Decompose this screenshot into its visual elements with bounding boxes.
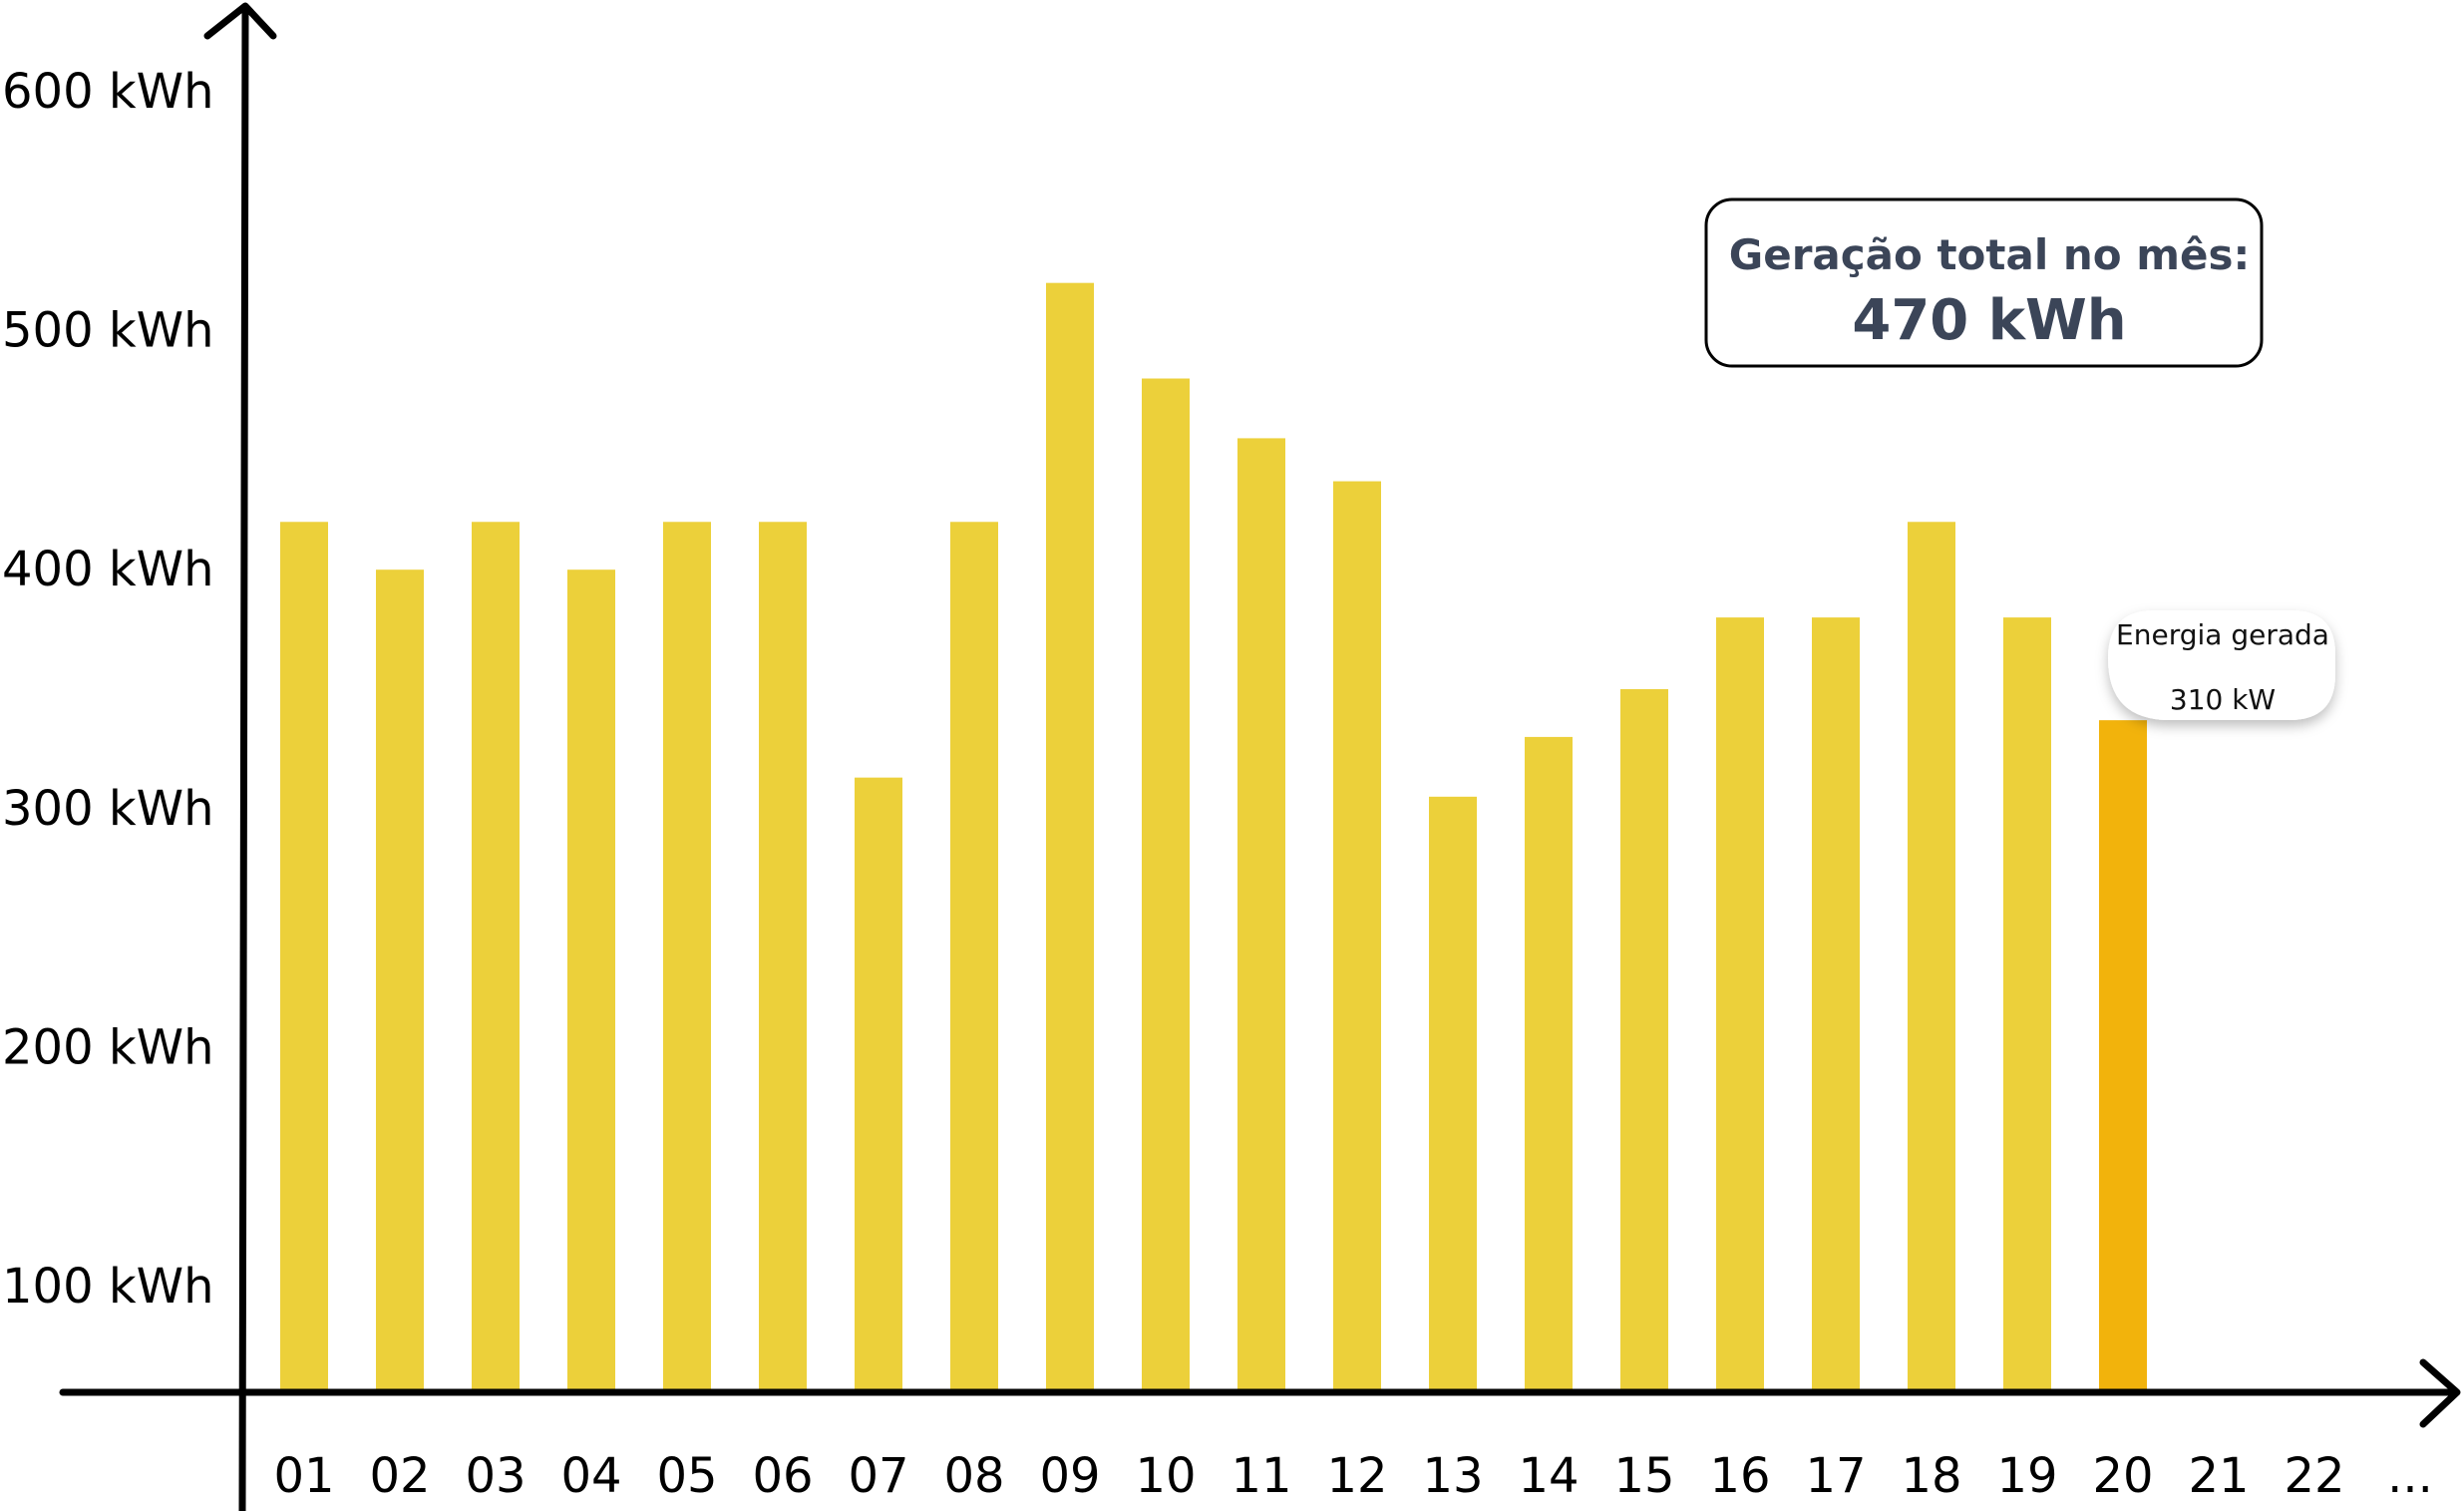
- x-tick-label-16: 16: [1709, 1448, 1770, 1504]
- bars-group: [280, 282, 2147, 1390]
- x-tick-label-03: 03: [465, 1448, 526, 1504]
- y-tick-label-300: 300 kWh: [2, 781, 214, 837]
- x-axis-arrowhead: [2419, 1358, 2461, 1428]
- y-tick-label-500: 500 kWh: [2, 303, 214, 359]
- x-tick-label-09: 09: [1039, 1448, 1100, 1504]
- x-tick-label-01: 01: [273, 1448, 334, 1504]
- x-tick-label-ellipsis: ...: [2387, 1448, 2433, 1504]
- x-tick-label-11: 11: [1231, 1448, 1291, 1504]
- bar-07[interactable]: [855, 777, 902, 1389]
- x-tick-label-20: 20: [2092, 1448, 2153, 1504]
- bar-05[interactable]: [663, 522, 711, 1389]
- x-tick-label-08: 08: [943, 1448, 1004, 1504]
- tooltip-label: Energia gerada: [2116, 618, 2329, 651]
- x-tick-label-14: 14: [1518, 1448, 1579, 1504]
- bar-12[interactable]: [1333, 481, 1381, 1390]
- x-tick-label-19: 19: [1996, 1448, 2057, 1504]
- x-tick-label-07: 07: [848, 1448, 908, 1504]
- axes: [59, 2, 2461, 1511]
- bar-16[interactable]: [1716, 617, 1764, 1389]
- bar-tooltip: Energia gerada 310 kW: [2108, 610, 2335, 720]
- bar-06[interactable]: [759, 522, 807, 1389]
- bar-14[interactable]: [1525, 736, 1573, 1389]
- summary-title: Geração total no mês:: [1729, 230, 2251, 279]
- summary-box-border: [1704, 197, 2264, 368]
- x-tick-label-04: 04: [560, 1448, 621, 1504]
- bar-08[interactable]: [950, 522, 998, 1389]
- x-tick-label-22: 22: [2284, 1448, 2344, 1504]
- bar-03[interactable]: [472, 522, 520, 1389]
- bar-19[interactable]: [2003, 617, 2051, 1389]
- y-axis-arrowhead: [203, 2, 277, 40]
- x-tick-label-15: 15: [1613, 1448, 1674, 1504]
- x-tick-label-12: 12: [1326, 1448, 1387, 1504]
- tooltip-value: 310 kW: [2170, 683, 2276, 716]
- x-tick-label-18: 18: [1901, 1448, 1961, 1504]
- y-tick-label-100: 100 kWh: [2, 1259, 214, 1315]
- bar-18[interactable]: [1908, 522, 1955, 1389]
- y-tick-label-400: 400 kWh: [2, 542, 214, 597]
- summary-value: 470 kWh: [1852, 288, 2126, 353]
- bar-13[interactable]: [1429, 796, 1477, 1389]
- tooltip-bubble: [2108, 610, 2335, 720]
- bar-01[interactable]: [280, 522, 328, 1389]
- bar-09[interactable]: [1046, 282, 1094, 1389]
- x-tick-label-02: 02: [369, 1448, 430, 1504]
- bar-17[interactable]: [1812, 617, 1860, 1389]
- bar-10[interactable]: [1142, 378, 1190, 1390]
- x-tick-label-21: 21: [2188, 1448, 2249, 1504]
- x-tick-label-06: 06: [752, 1448, 813, 1504]
- y-tick-labels: 100 kWh 200 kWh 300 kWh 400 kWh 500 kWh 600 k…: [2, 64, 214, 1315]
- y-tick-label-600: 600 kWh: [2, 64, 214, 120]
- summary-box: Geração total no mês: 470 kWh: [1704, 197, 2264, 368]
- bar-20[interactable]: [2099, 720, 2147, 1389]
- bar-15[interactable]: [1620, 688, 1668, 1389]
- x-tick-label-05: 05: [656, 1448, 717, 1504]
- x-tick-label-10: 10: [1135, 1448, 1196, 1504]
- y-axis-line: [238, 4, 249, 1511]
- x-tick-label-13: 13: [1422, 1448, 1483, 1504]
- bar-04[interactable]: [567, 569, 615, 1389]
- bar-02[interactable]: [376, 569, 424, 1389]
- x-tick-labels: 01 02 03 04 05 06 07 08 09 10 11 12 13 14 15 16 17 18 19 20…: [273, 1448, 2432, 1504]
- x-tick-label-17: 17: [1805, 1448, 1866, 1504]
- y-tick-label-200: 200 kWh: [2, 1019, 214, 1075]
- bar-11[interactable]: [1237, 438, 1285, 1389]
